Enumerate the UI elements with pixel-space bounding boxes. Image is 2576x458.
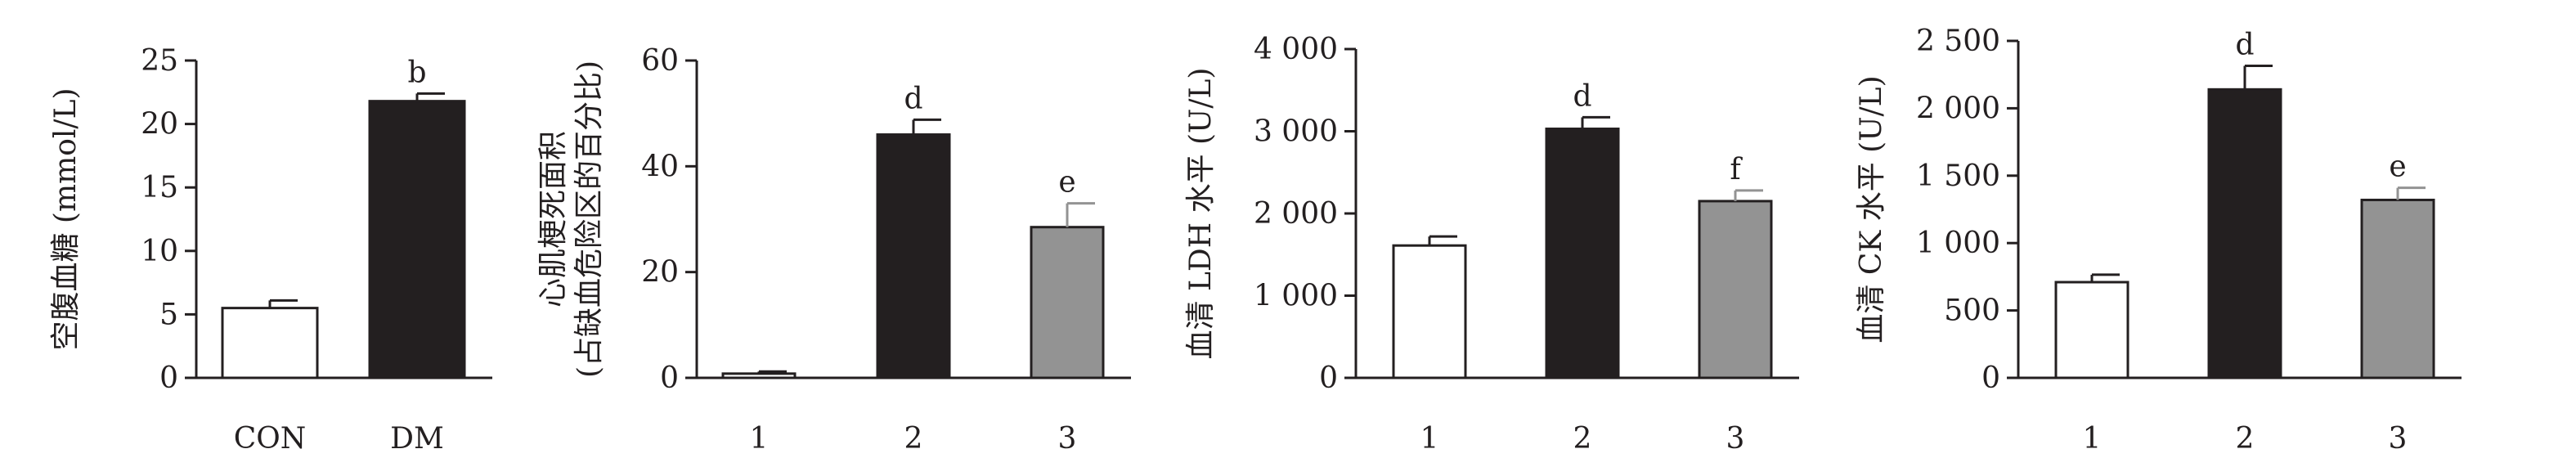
bar-2 xyxy=(1545,127,1620,379)
y-tick-label: 5 xyxy=(159,298,178,331)
y-tick-label: 2 000 xyxy=(1916,92,2000,125)
chart-panel-2: 0 20 40 60 1 d 2 e 3 心肌梗死面积 (占缺血危险区的百分比) xyxy=(536,44,1131,456)
y-tick-label: 0 xyxy=(1319,361,1338,395)
x-tick-label: 1 xyxy=(750,422,769,456)
y-tick-label: 25 xyxy=(141,44,178,78)
y-tick-label: 4 000 xyxy=(1254,33,1338,66)
significance-label: e xyxy=(1058,166,1075,200)
chart-panel-1: 0 5 10 15 20 25 CON b DM 空腹血糖 (mmol/L) xyxy=(49,44,492,456)
y-axis-label: 空腹血糖 (mmol/L) xyxy=(49,88,83,350)
significance-label: d xyxy=(1573,79,1591,113)
y-tick-label: 2 500 xyxy=(1916,25,2000,58)
bar-1 xyxy=(2054,281,2129,379)
y-tick-label: 20 xyxy=(141,108,178,141)
x-tick-label: 1 xyxy=(2083,422,2102,456)
y-tick-label: 0 xyxy=(1981,361,2000,395)
y-tick-label: 0 xyxy=(159,361,178,395)
x-tick-label: DM xyxy=(390,422,444,456)
x-tick-label: 3 xyxy=(2389,422,2408,456)
bar-1 xyxy=(1392,244,1467,379)
x-tick-label: 2 xyxy=(2236,422,2255,456)
y-axis-label-line2: (占缺血危险区的百分比) xyxy=(572,61,606,378)
significance-label: f xyxy=(1730,153,1743,186)
y-tick-label: 20 xyxy=(641,256,679,290)
y-axis-label: 血清 LDH 水平 (U/L) xyxy=(1184,68,1218,360)
x-tick-label: CON xyxy=(234,422,307,456)
x-tick-label: 2 xyxy=(904,422,923,456)
y-tick-label: 1 000 xyxy=(1254,280,1338,313)
significance-label: b xyxy=(407,56,426,89)
x-tick-label: 3 xyxy=(1058,422,1077,456)
x-tick-label: 1 xyxy=(1420,422,1439,456)
y-tick-label: 0 xyxy=(660,361,679,395)
chart-panel-3: 0 1 000 2 000 3 000 4 000 1 d 2 f 3 血清 LDH 水平 (U/L… xyxy=(1184,33,1799,456)
y-tick-label: 60 xyxy=(641,44,679,78)
bar-DM xyxy=(368,100,466,379)
y-tick-label: 3 000 xyxy=(1254,115,1338,149)
y-axis-label: 心肌梗死面积 xyxy=(536,131,570,308)
significance-label: d xyxy=(2235,28,2254,61)
y-tick-label: 1 500 xyxy=(1916,159,2000,193)
chart-panel-4: 0 500 1 000 1 500 2 000 2 500 1 d 2 e 3 血清 CK 水平 (U… xyxy=(1855,25,2462,456)
y-tick-label: 40 xyxy=(641,150,679,183)
y-tick-label: 10 xyxy=(141,235,178,268)
bar-1 xyxy=(721,372,797,379)
bar-2 xyxy=(876,133,951,379)
bar-3 xyxy=(2360,198,2435,379)
x-tick-label: 3 xyxy=(1726,422,1745,456)
y-tick-label: 15 xyxy=(141,171,178,204)
bar-3 xyxy=(1698,200,1773,379)
bar-CON xyxy=(221,307,319,379)
bar-3 xyxy=(1030,226,1105,379)
y-tick-label: 1 000 xyxy=(1916,227,2000,260)
bar-2 xyxy=(2207,88,2282,379)
significance-label: e xyxy=(2389,150,2406,184)
y-axis-label: 血清 CK 水平 (U/L) xyxy=(1855,75,1888,343)
significance-label: d xyxy=(904,82,922,115)
y-tick-label: 2 000 xyxy=(1254,197,1338,231)
y-tick-label: 500 xyxy=(1944,294,2000,328)
x-tick-label: 2 xyxy=(1573,422,1592,456)
